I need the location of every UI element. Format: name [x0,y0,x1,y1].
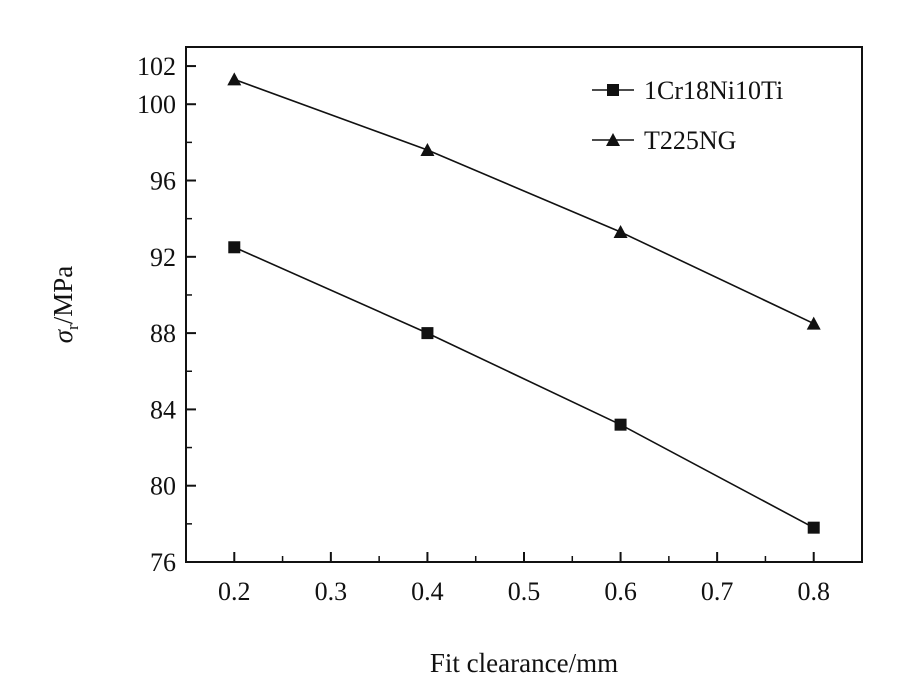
y-tick-label: 76 [150,548,176,577]
series-line [234,78,815,325]
y-tick-label: 102 [137,52,176,81]
major-ticks [186,65,815,563]
series-layer [227,72,821,534]
y-axis-unit: /MPa [48,266,78,325]
x-tick-label: 0.5 [508,577,541,606]
data-point [806,316,821,330]
y-tick-label: 92 [150,243,176,272]
x-tick-label: 0.4 [411,577,444,606]
data-point [421,327,434,340]
data-point [807,521,820,534]
legend-marker [606,133,620,146]
series-2 [227,72,821,330]
x-axis-title: Fit clearance/mm [430,648,618,678]
data-point [420,143,435,156]
y-axis-subscript: r [63,324,82,330]
y-axis-title: σr/MPa [48,266,82,344]
legend: 1Cr18Ni10Ti T225NG [592,76,783,155]
legend-item-2: T225NG [592,126,736,155]
y-tick-labels: 76 80 84 88 92 96 100 102 [137,52,176,577]
x-tick-label: 0.2 [218,577,251,606]
legend-label: T225NG [644,126,736,155]
data-point [227,72,242,86]
y-tick-label: 84 [150,395,176,424]
y-tick-label: 100 [137,90,176,119]
y-axis-symbol: σ [48,328,78,343]
x-tick-label: 0.6 [604,577,637,606]
legend-label: 1Cr18Ni10Ti [644,76,783,105]
x-tick-label: 0.7 [701,577,734,606]
data-point [614,418,627,431]
legend-marker [607,84,619,96]
y-tick-label: 80 [150,472,176,501]
x-tick-label: 0.8 [797,577,830,606]
y-tick-label: 96 [150,167,176,196]
minor-ticks [186,141,767,562]
series-line [233,246,815,529]
legend-item-1: 1Cr18Ni10Ti [592,76,783,105]
plot-frame [185,46,863,563]
x-tick-label: 0.3 [315,577,348,606]
series-1 [228,241,820,534]
x-tick-labels: 0.2 0.3 0.4 0.5 0.6 0.7 0.8 [218,577,830,606]
data-point [613,225,628,239]
data-point [228,241,241,254]
y-tick-label: 88 [150,319,176,348]
